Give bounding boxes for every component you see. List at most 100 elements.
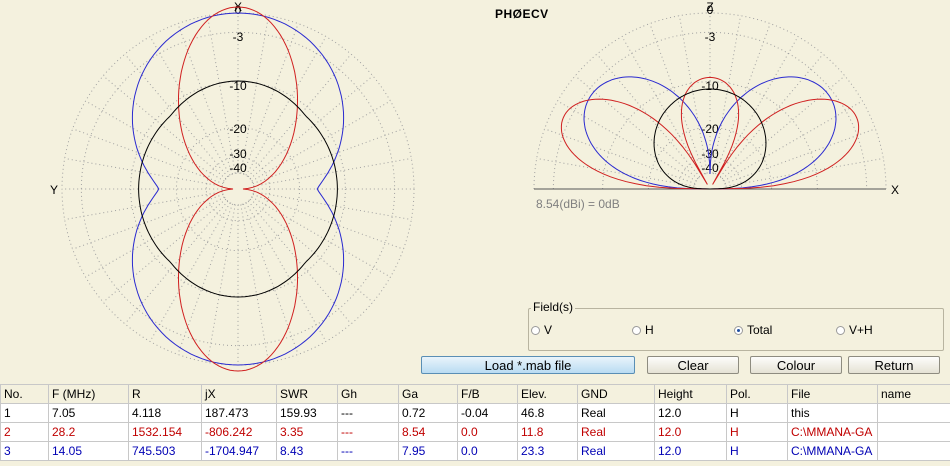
table-cell: Real: [577, 403, 655, 423]
table-cell: C:\MMANA-GA: [787, 441, 878, 461]
elevation-ring-label: -30: [701, 147, 719, 161]
table-cell: 14.05: [48, 441, 129, 461]
azimuth-ring-label: 0: [235, 3, 242, 17]
azimuth-grid-spoke: [251, 100, 391, 182]
column-header[interactable]: name: [877, 384, 950, 404]
table-cell: 8.43: [276, 441, 338, 461]
table-cell: Real: [577, 422, 655, 442]
column-header[interactable]: Height: [654, 384, 727, 404]
azimuth-pattern-2: [178, 6, 298, 372]
table-cell: 3: [0, 441, 49, 461]
elevation-axis-label-right: X: [891, 183, 899, 197]
elevation-grid-spoke: [714, 23, 771, 175]
radio-total-label: Total: [747, 323, 773, 337]
table-cell: [877, 403, 950, 423]
column-header[interactable]: File: [787, 384, 878, 404]
azimuth-ring-label: -20: [229, 122, 247, 136]
radio-v[interactable]: V: [531, 323, 552, 337]
table-cell: ---: [337, 403, 399, 423]
elevation-grid-spoke: [574, 75, 699, 180]
column-header[interactable]: No.: [0, 384, 49, 404]
load-mab-file-button[interactable]: Load *.mab file: [421, 356, 635, 374]
table-cell: 0.72: [398, 403, 458, 423]
column-header[interactable]: Ga: [398, 384, 458, 404]
colour-button[interactable]: Colour: [750, 356, 842, 374]
table-cell: Real: [577, 441, 655, 461]
azimuth-grid-spoke: [64, 157, 223, 187]
azimuth-ring-label: -30: [229, 147, 247, 161]
azimuth-ring-label: -40: [229, 161, 247, 175]
radio-total-indicator: [734, 325, 743, 335]
azimuth-grid-spoke: [72, 193, 224, 250]
table-cell: 1532.154: [128, 422, 202, 442]
radio-total[interactable]: Total: [734, 323, 772, 337]
azimuth-axis-label-left: Y: [50, 183, 58, 197]
azimuth-pattern-1: [138, 80, 338, 298]
table-cell: 745.503: [128, 441, 202, 461]
azimuth-pattern-3: [131, 12, 345, 366]
azimuth-ring-label: -10: [229, 79, 247, 93]
table-row[interactable]: 2 28.2 1532.154 -806.242 3.35 --- 8.54 0.0 11.8 R…: [0, 422, 950, 442]
azimuth-grid-spoke: [85, 100, 225, 182]
table-cell: 4.118: [128, 403, 202, 423]
azimuth-grid-spoke: [245, 36, 327, 176]
elevation-pattern-1: [653, 88, 767, 190]
azimuth-grid-spoke: [242, 203, 299, 355]
column-header[interactable]: SWR: [276, 384, 338, 404]
elevation-axis-label-top: Z: [706, 0, 713, 14]
table-cell: 1: [0, 403, 49, 423]
table-cell: -0.04: [457, 403, 518, 423]
db-reference-label: 8.54(dBi) = 0dB: [536, 197, 620, 211]
azimuth-grid-spoke: [177, 203, 234, 355]
column-header[interactable]: R: [128, 384, 202, 404]
column-header[interactable]: Elev.: [517, 384, 578, 404]
radio-h-label: H: [645, 323, 654, 337]
azimuth-grid-spoke: [240, 204, 270, 363]
azimuth-grid-ring: [61, 12, 415, 366]
radio-v-plus-h[interactable]: V+H: [836, 323, 873, 337]
table-cell: 23.3: [517, 441, 578, 461]
table-cell: 12.0: [654, 403, 727, 423]
column-header[interactable]: GND: [577, 384, 655, 404]
table-cell: ---: [337, 422, 399, 442]
elevation-ring-label: -20: [701, 122, 719, 136]
azimuth-grid-ring: [175, 126, 301, 252]
column-header[interactable]: F/B: [457, 384, 518, 404]
elevation-grid-ring: [647, 126, 773, 190]
azimuth-grid-ring: [221, 172, 255, 206]
elevation-grid-spoke: [678, 15, 708, 174]
elevation-grid-spoke: [557, 100, 697, 182]
clear-button[interactable]: Clear: [647, 356, 739, 374]
azimuth-grid-spoke: [247, 53, 352, 178]
azimuth-grid-spoke: [245, 202, 327, 342]
azimuth-grid-spoke: [247, 200, 352, 325]
table-cell: 12.0: [654, 422, 727, 442]
elevation-ring-label: -10: [701, 79, 719, 93]
column-header[interactable]: F (MHz): [48, 384, 129, 404]
return-button[interactable]: Return: [848, 356, 940, 374]
azimuth-grid-spoke: [252, 128, 404, 185]
table-cell: -806.242: [201, 422, 277, 442]
column-header[interactable]: jX: [201, 384, 277, 404]
table-row[interactable]: 3 14.05 745.503 -1704.947 8.43 --- 7.95 0.0 23.3…: [0, 441, 950, 461]
radio-h[interactable]: H: [632, 323, 654, 337]
elevation-grid-spoke: [721, 75, 846, 180]
radio-v-label: V: [544, 323, 553, 337]
callsign-label: PHØECV: [495, 7, 549, 21]
table-cell: ---: [337, 441, 399, 461]
elevation-grid-spoke: [725, 157, 884, 187]
azimuth-grid-spoke: [64, 191, 223, 221]
table-cell: 159.93: [276, 403, 338, 423]
table-cell: 187.473: [201, 403, 277, 423]
elevation-pattern-3: [583, 76, 837, 190]
azimuth-grid-spoke: [72, 128, 224, 185]
table-cell: H: [726, 422, 788, 442]
column-header[interactable]: Pol.: [726, 384, 788, 404]
column-header[interactable]: Gh: [337, 384, 399, 404]
table-cell: -1704.947: [201, 441, 277, 461]
table-row[interactable]: 1 7.05 4.118 187.473 159.93 --- 0.72 -0.04 46.8 R…: [0, 403, 950, 423]
